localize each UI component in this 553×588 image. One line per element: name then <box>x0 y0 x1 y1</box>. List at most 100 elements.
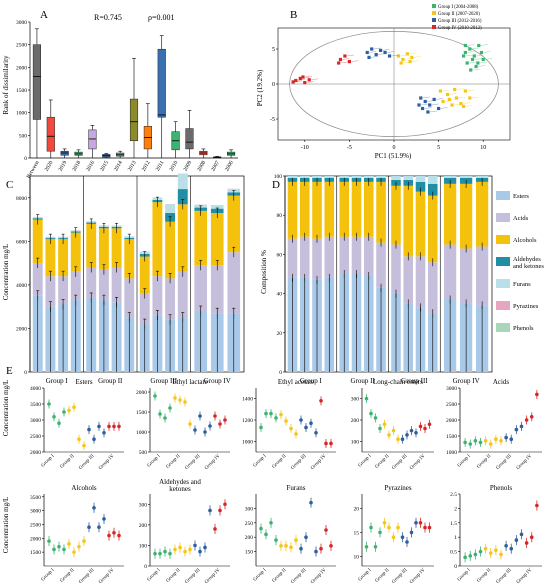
e-xtick-label: Group III <box>184 568 201 585</box>
e-point <box>264 411 268 416</box>
e-point <box>427 525 432 530</box>
c-ytick-label: 8000 <box>16 196 27 202</box>
b-legend-swatch <box>432 11 436 15</box>
d-bar-segment <box>427 262 438 314</box>
b-point <box>479 50 484 55</box>
e-ytick-label: 2 <box>454 506 457 512</box>
e-point <box>188 422 192 426</box>
e-point <box>499 439 503 443</box>
b-xtick-label: 5 <box>437 145 440 151</box>
c-bar-segment <box>86 223 97 268</box>
e-point <box>188 547 192 552</box>
e-point <box>488 442 493 446</box>
panel-e-dot-grid: E Concentration mg/L Concentration mg/L … <box>2 365 542 585</box>
d-bar-segment <box>312 181 322 239</box>
annotation-r: R=0.745 <box>94 13 122 22</box>
d-bar-segment <box>299 176 310 178</box>
e-point <box>369 525 373 530</box>
c-bar-segment <box>111 228 122 268</box>
e-point <box>387 525 391 530</box>
d-legend-label: Phenols <box>513 325 534 332</box>
e-panel-title: Alcohols <box>71 484 97 492</box>
e-point <box>509 546 514 551</box>
b-point-tag <box>342 58 350 60</box>
b-point-tag <box>472 68 480 71</box>
d-bar-segment <box>351 181 362 237</box>
d-legend-label: Pyrazines <box>513 303 539 310</box>
e-point <box>478 549 483 554</box>
b-point-tag <box>485 58 493 60</box>
e-point <box>400 437 405 442</box>
d-bar-segment <box>324 181 335 237</box>
d-bar-segment <box>476 176 489 178</box>
e-ytick-label: 1200 <box>242 418 253 424</box>
c-bar-segment <box>124 239 135 279</box>
e-xtick-label: Group II <box>60 454 76 470</box>
d-bar-segment <box>391 176 401 180</box>
a-ytick-label: 1500 <box>16 88 27 94</box>
e-xtick-label: Group III <box>290 568 307 585</box>
d-bar-segment <box>444 183 457 245</box>
d-bar-segment <box>427 183 438 196</box>
c-bar-segment <box>124 278 135 318</box>
e-ytick-label: 2500 <box>30 522 41 528</box>
e-point <box>473 439 478 443</box>
e-point <box>468 554 473 558</box>
c-ytick-label: 2000 <box>16 326 27 332</box>
e-point <box>77 544 81 549</box>
e-xtick-label: Group III <box>184 454 201 471</box>
e-xtick-label: Group IV <box>310 454 327 471</box>
d-legend-label: Esters <box>513 193 529 200</box>
d-bar-segment <box>415 256 426 308</box>
d-bar-segment <box>339 181 350 237</box>
b-point <box>294 78 298 83</box>
e-point <box>279 544 283 548</box>
e-point <box>304 425 308 430</box>
a-xtick-label: 2006 <box>224 160 235 173</box>
a-xtick-label: Between <box>26 160 41 180</box>
b-point-tag <box>420 103 429 106</box>
c-bar-segment <box>152 202 163 277</box>
e-xtick-label: Group IV <box>98 454 115 471</box>
c-ylabel: Concentration mg/L <box>2 244 10 301</box>
e-ytick-label: 2000 <box>136 390 147 396</box>
b-point-tag <box>373 47 381 50</box>
a-ytick-label: 2000 <box>16 65 27 71</box>
b-point-tag <box>304 75 313 78</box>
e-point <box>67 408 71 413</box>
e-point <box>183 549 187 554</box>
e-point <box>259 526 263 531</box>
e-ytick-label: 2000 <box>30 450 41 456</box>
e-panel-title: Furans <box>286 484 305 492</box>
b-point-tag <box>413 56 421 58</box>
b-point <box>347 60 351 64</box>
c-bar-segment <box>32 219 43 264</box>
b-point <box>303 81 307 85</box>
b-point-tag <box>369 51 377 53</box>
b-point <box>428 103 432 107</box>
e-point <box>504 544 508 548</box>
e-point <box>289 426 293 431</box>
c-ytick-label: 6000 <box>16 239 27 245</box>
b-point <box>405 52 409 56</box>
e-point <box>473 552 478 557</box>
c-bar-segment <box>45 239 56 277</box>
b-point-tag <box>467 89 475 92</box>
a-xtick-label: 2016 <box>85 160 96 173</box>
c-bar-segment <box>152 276 163 316</box>
d-group-label: Group II <box>350 377 375 385</box>
d-bar-segment <box>312 176 322 178</box>
b-point <box>463 50 467 55</box>
c-bar-segment <box>227 252 241 314</box>
e-point <box>524 418 529 422</box>
b-point <box>463 89 467 93</box>
e-xtick-label: Group II <box>476 568 492 584</box>
e-point <box>304 535 308 539</box>
b-point <box>465 61 469 65</box>
e-ytick-label: 100 <box>351 439 360 445</box>
b-xlabel: PC1 (51.9%) <box>375 152 412 160</box>
e-ytick-label: 2000 <box>446 418 457 424</box>
e-point <box>329 544 333 548</box>
b-point <box>301 75 305 79</box>
e-point <box>269 521 273 525</box>
